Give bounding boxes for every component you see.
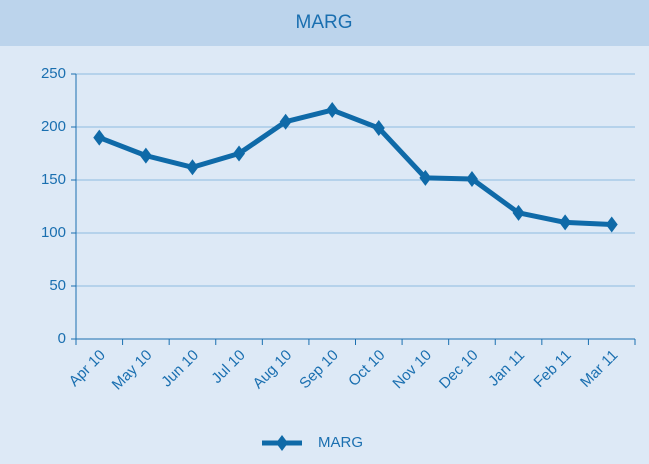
legend-marker xyxy=(276,435,288,451)
y-tick-label: 100 xyxy=(41,224,66,241)
title-band xyxy=(0,0,649,46)
marker xyxy=(465,170,478,187)
marker xyxy=(139,147,152,164)
chart-title: MARG xyxy=(296,12,353,33)
marker xyxy=(605,216,618,233)
y-tick-label: 200 xyxy=(41,118,66,135)
marker xyxy=(512,204,525,221)
marker xyxy=(419,169,432,186)
y-tick-label: 0 xyxy=(58,330,66,347)
marker xyxy=(559,214,572,231)
y-tick-label: 250 xyxy=(41,65,66,82)
marker xyxy=(372,120,385,137)
legend-label: MARG xyxy=(318,434,363,451)
marker xyxy=(326,102,339,119)
marker xyxy=(233,145,246,162)
line xyxy=(98,107,612,228)
marker xyxy=(279,113,292,130)
y-tick-label: 150 xyxy=(41,171,66,188)
marker xyxy=(93,129,106,146)
y-tick-label: 50 xyxy=(49,277,66,294)
marker xyxy=(186,159,199,176)
